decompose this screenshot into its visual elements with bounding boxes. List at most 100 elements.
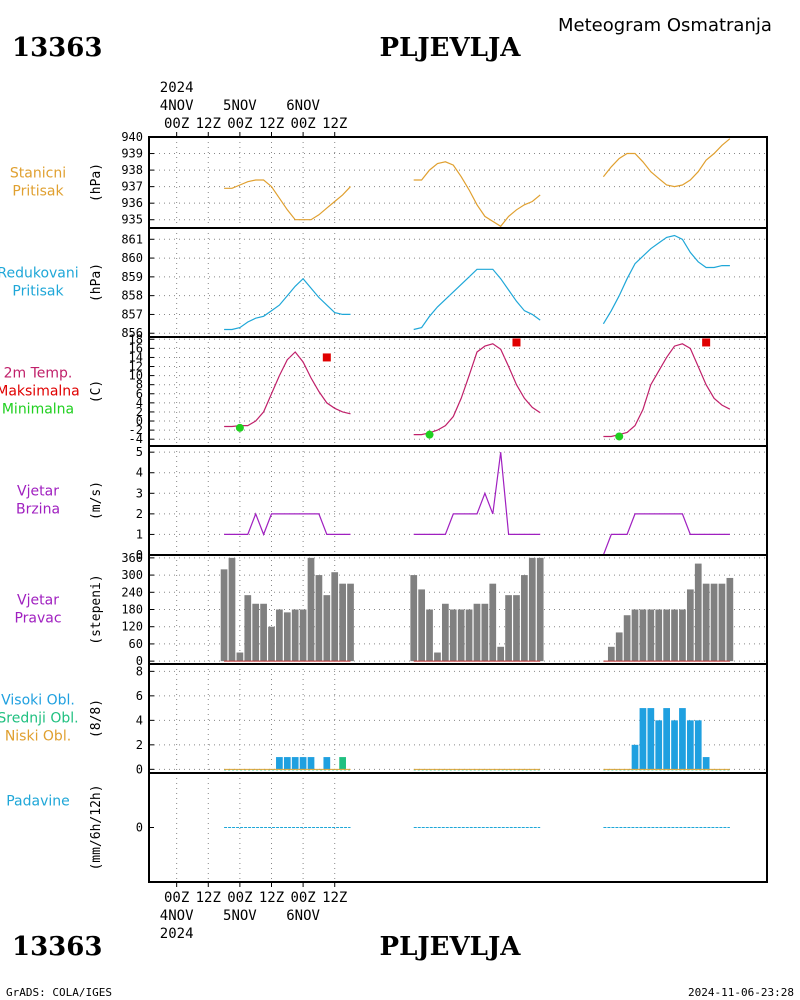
wind-direction-bar	[331, 572, 339, 662]
y-tick-label: 120	[121, 620, 143, 634]
high-cloud-bar	[679, 708, 686, 770]
frame-layer	[148, 132, 768, 887]
tmin-marker	[425, 430, 434, 439]
top-axis-hour-label: 12Z	[322, 116, 347, 132]
y-tick-label: 2	[136, 507, 143, 521]
y-tick-label: 60	[129, 637, 143, 651]
y-tick-label: 0	[136, 654, 143, 668]
panel-unit-label: (8/8)	[89, 699, 104, 738]
high-cloud-bar	[323, 757, 331, 770]
panel-label-line: Srednji Obl.	[0, 711, 79, 727]
wind-direction-bar	[315, 575, 323, 662]
station-pressure-series	[602, 138, 731, 188]
meteogram-title: Meteogram Osmatranja	[558, 15, 772, 36]
generated-timestamp: 2024-11-06-23:28	[688, 986, 794, 999]
bottom-axis-year-label: 2024	[160, 926, 194, 942]
wind-direction-bar	[655, 609, 663, 662]
y-tick-label: 2	[136, 738, 143, 752]
panel-unit-label: (C)	[89, 380, 104, 403]
mid-cloud-bar	[339, 757, 346, 770]
wind-direction-bar	[671, 609, 678, 662]
y-tick-label: -2	[129, 423, 143, 437]
panel-label-line: Pritisak	[12, 184, 64, 200]
panel-label-line: Minimalna	[2, 402, 74, 418]
y-tick-label: 1	[136, 527, 143, 541]
tmax-marker	[322, 353, 331, 362]
y-tick-label: 300	[121, 568, 143, 582]
wind-direction-bar	[679, 609, 686, 662]
wind-direction-bar	[647, 609, 655, 662]
y-tick-label: 16	[129, 341, 143, 355]
wind-direction-bar	[489, 583, 497, 662]
high-cloud-bar	[702, 757, 710, 770]
y-tick-label: -4	[129, 432, 143, 446]
panel-label-line: Niski Obl.	[5, 729, 71, 745]
wind-direction-bar	[228, 557, 236, 662]
wind-direction-bar	[623, 615, 631, 662]
high-cloud-bar	[647, 708, 655, 770]
panel-frame	[148, 227, 768, 338]
y-tick-label: 4	[136, 396, 143, 410]
y-tick-label: 5	[136, 445, 143, 459]
top-axis-hour-label: 00Z	[227, 116, 252, 132]
y-tick-label: 360	[121, 551, 143, 565]
wind-direction-bar	[307, 557, 315, 662]
wind-direction-bar	[236, 652, 244, 662]
top-axis-date-label: 6NOV	[286, 98, 320, 114]
wind-direction-bar	[513, 595, 520, 662]
panel-unit-label: (hPa)	[89, 163, 104, 202]
wind-direction-bar	[457, 609, 465, 662]
top-axis-hour-label: 12Z	[259, 116, 284, 132]
y-tick-label: 240	[121, 585, 143, 599]
wind-direction-bar	[252, 603, 260, 662]
temperature-series	[413, 343, 541, 436]
wind-direction-bar	[465, 609, 473, 662]
wind-direction-bar	[497, 646, 505, 662]
y-tick-label: 857	[121, 307, 143, 321]
tmin-marker	[615, 432, 624, 441]
panel-label-line: Visoki Obl.	[1, 693, 75, 709]
grads-credit: GrADS: COLA/IGES	[6, 986, 112, 999]
wind-direction-bar	[410, 575, 418, 662]
panel-label-line: Pritisak	[12, 284, 64, 300]
wind-direction-bar	[710, 583, 718, 662]
wind-direction-bar	[726, 577, 734, 662]
wind-direction-bar	[521, 575, 528, 662]
wind-direction-bar	[347, 583, 354, 662]
wind-direction-bar	[291, 609, 299, 662]
wind-direction-bar	[339, 583, 346, 662]
panel-label-line: Brzina	[16, 502, 60, 518]
wind-direction-bar	[449, 609, 457, 662]
panel-unit-label: (hPa)	[89, 263, 104, 302]
y-tick-label: 859	[121, 270, 143, 284]
top-axis-date-label: 4NOV	[160, 98, 194, 114]
wind-direction-bar	[694, 563, 702, 662]
wind-direction-bar	[639, 609, 647, 662]
wind-speed-series	[224, 512, 351, 537]
bottom-axis-hour-label: 00Z	[227, 890, 252, 906]
y-tick-label: 10	[129, 369, 143, 383]
high-cloud-bar	[307, 757, 315, 770]
wind-direction-bar	[615, 632, 623, 662]
temperature-series	[603, 343, 731, 438]
y-tick-label: 936	[121, 196, 143, 210]
high-cloud-bar	[291, 757, 299, 770]
high-cloud-bar	[694, 720, 702, 770]
y-tick-label: 8	[136, 664, 143, 678]
top-axis-hour-label: 12Z	[196, 116, 221, 132]
wind-direction-bar	[473, 603, 481, 662]
high-cloud-bar	[631, 744, 639, 770]
y-tick-label: 3	[136, 486, 143, 500]
panel-label-line: Padavine	[6, 794, 70, 810]
station-pressure-series	[224, 179, 351, 221]
y-tick-label: 861	[121, 232, 143, 246]
panel-label-line: Maksimalna	[0, 384, 80, 400]
y-tick-label: 18	[129, 332, 143, 346]
y-tick-label: 6	[136, 387, 143, 401]
temperature-series	[224, 351, 351, 428]
reduced-pressure-series	[413, 268, 541, 331]
y-tick-label: 12	[129, 360, 143, 374]
top-axis-year-label: 2024	[160, 80, 194, 96]
